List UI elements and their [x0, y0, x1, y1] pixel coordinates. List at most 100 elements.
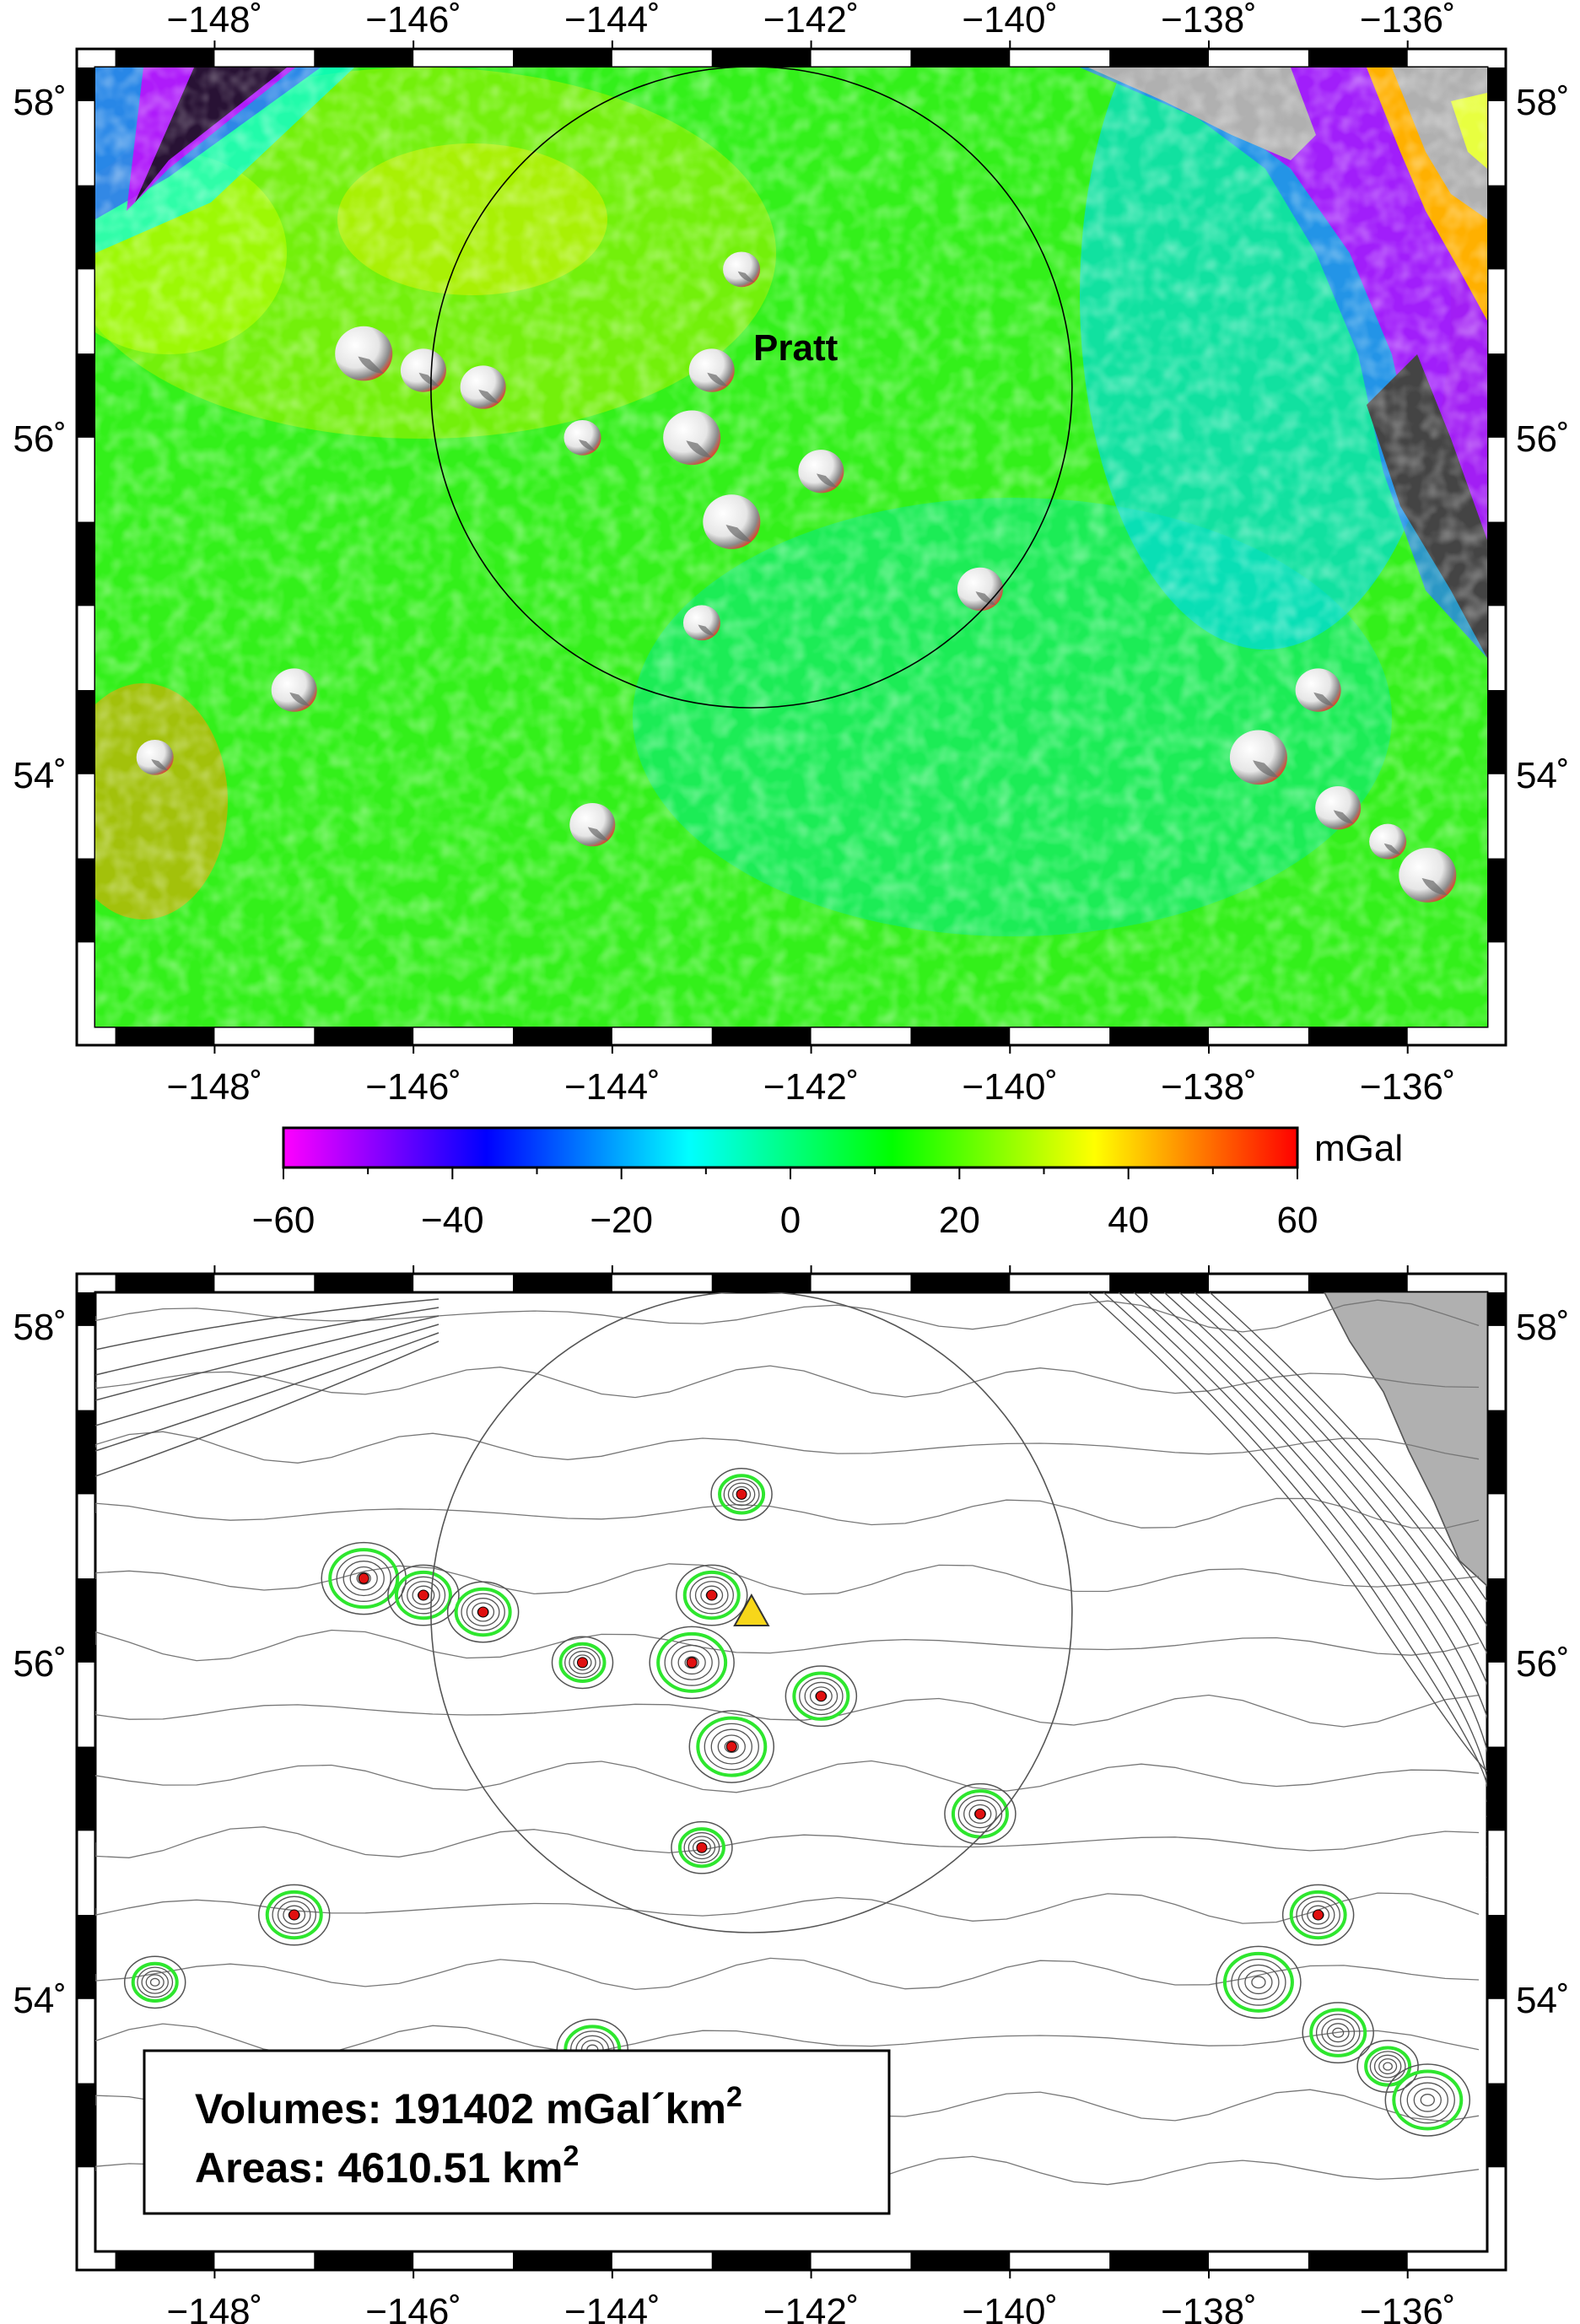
contour-ring [1369, 2051, 1406, 2082]
seamount-contour-rings [123, 1468, 1471, 2137]
contour-ring [141, 1970, 169, 1994]
seamount-shadow [478, 389, 499, 403]
contour-ring [123, 1955, 186, 2009]
seamount-high [400, 348, 446, 392]
y-tick-label-left: 54˚ [13, 755, 67, 796]
frame-tick [513, 1027, 612, 1045]
seamount-peak-marker [1313, 1909, 1324, 1921]
frame-tick [115, 1027, 215, 1045]
contour-ring [342, 1561, 385, 1597]
bottom-map-frame-ticks [77, 1274, 1506, 2270]
seamount-shadow [975, 591, 996, 606]
frame-tick [77, 1292, 95, 1326]
frame-tick [77, 690, 95, 774]
seamount-shadow [1383, 843, 1401, 855]
green-threshold-contour [1309, 2008, 1367, 2057]
y-tick-label-right: 56˚ [1516, 1643, 1570, 1685]
contour-ring [401, 1576, 446, 1615]
x-tick-label-top: −144˚ [564, 0, 661, 40]
contour-line [95, 1315, 439, 1401]
contour-ring [1384, 2063, 1471, 2137]
contour-ring [1302, 2002, 1374, 2064]
hillshade-texture [95, 67, 1487, 1027]
y-tick-label-left: 56˚ [13, 418, 67, 460]
green-threshold-contour [1364, 2046, 1412, 2087]
contour-ring [1281, 1884, 1355, 1946]
frame-tick [77, 67, 95, 101]
volumes-exponent: 2 [726, 2081, 742, 2113]
contour-ring [277, 1901, 311, 1930]
volumes-text: Volumes: 191402 mGal´km2 [195, 2081, 742, 2133]
green-threshold-contour [656, 1631, 728, 1693]
colorbar: mGal −60 −40 −20 0 20 40 60 [252, 1126, 1403, 1241]
x-tick-label-bottom: −142˚ [763, 2291, 860, 2324]
frame-tick [314, 2251, 414, 2270]
frame-tick [1487, 2083, 1506, 2168]
contour-ring [1399, 2076, 1455, 2124]
seamount-peak-marker [686, 1657, 698, 1669]
frame-tick [1487, 690, 1506, 774]
y-tick-label-right: 56˚ [1516, 418, 1570, 460]
frame-tick [1487, 1292, 1506, 1326]
frame-tick [77, 1915, 95, 1999]
seamount-shadow [1313, 692, 1335, 706]
green-threshold-contour [131, 1961, 179, 2003]
contour-ring [387, 1564, 460, 1626]
contour-line [95, 1497, 1480, 1529]
contour-ring [944, 1782, 1016, 1845]
contour-line [1118, 1292, 1487, 1802]
contour-ring [732, 1486, 752, 1502]
contour-ring [1378, 2058, 1398, 2075]
colorbar-tick-label: 40 [1108, 1200, 1149, 1241]
colorbar-ticks: −60 −40 −20 0 20 40 60 [252, 1167, 1318, 1241]
y-tick-label-right: 58˚ [1516, 1307, 1570, 1348]
volume-area-box: Volumes: 191402 mGal´km2 Areas: 4610.51 … [143, 2049, 891, 2215]
contour-ring [684, 1656, 699, 1669]
frame-tick [513, 2251, 612, 2270]
contour-ring [1373, 2054, 1402, 2079]
x-tick-label-bottom: −148˚ [167, 2291, 263, 2324]
seamount-high [1229, 730, 1287, 785]
seamount-highs [136, 251, 1457, 903]
frame-tick [115, 1274, 215, 1292]
info-box-frame [143, 2049, 891, 2215]
frame-tick [314, 1027, 414, 1045]
seamount-high [569, 802, 616, 847]
colorbar-tick-label: −60 [252, 1200, 315, 1241]
frame-tick [1487, 1578, 1506, 1663]
seamount-high [703, 494, 761, 549]
contour-ring [1296, 1895, 1340, 1934]
x-tick-label-bottom: −136˚ [1360, 1066, 1456, 1108]
seamount-shadow [579, 439, 596, 451]
x-tick-label-top: −146˚ [365, 0, 461, 40]
frame-tick [711, 49, 812, 67]
seamount-high [1295, 668, 1341, 712]
frame-tick [77, 185, 95, 270]
contour-ring [700, 1585, 724, 1605]
frame-tick [77, 353, 95, 438]
seamount-peak-marker [736, 1488, 747, 1500]
frame-tick [77, 858, 95, 943]
contour-ring [1231, 1958, 1286, 2006]
green-threshold-contour [718, 1474, 766, 1515]
contour-line [95, 1629, 1480, 1662]
x-tick-label-bottom: −148˚ [167, 1066, 263, 1108]
contour-ring [694, 1581, 729, 1610]
contour-ring [569, 1650, 596, 1674]
x-tick-label-bottom: −140˚ [962, 1066, 1058, 1108]
bottom-map-axis-labels: −148˚ −146˚ −144˚ −142˚ −140˚ −138˚ −136˚ 58˚ 58… [13, 1265, 1570, 2324]
x-tick-label-bottom: −146˚ [365, 2291, 461, 2324]
seamount-high [1315, 786, 1362, 830]
seamount-shadow [418, 372, 439, 386]
x-tick-label-top: −142˚ [763, 0, 860, 40]
y-tick-label-right: 58˚ [1516, 82, 1570, 123]
contour-ring [704, 1723, 759, 1771]
colorbar-tick-label: 0 [780, 1200, 801, 1241]
contour-ring [664, 1638, 720, 1686]
contour-ring [149, 1977, 160, 1987]
contour-ring [717, 1734, 746, 1759]
colorbar-tick-label: −20 [590, 1200, 653, 1241]
frame-tick [77, 1410, 95, 1495]
contour-ring [723, 1479, 760, 1510]
contour-ring [349, 1566, 378, 1591]
